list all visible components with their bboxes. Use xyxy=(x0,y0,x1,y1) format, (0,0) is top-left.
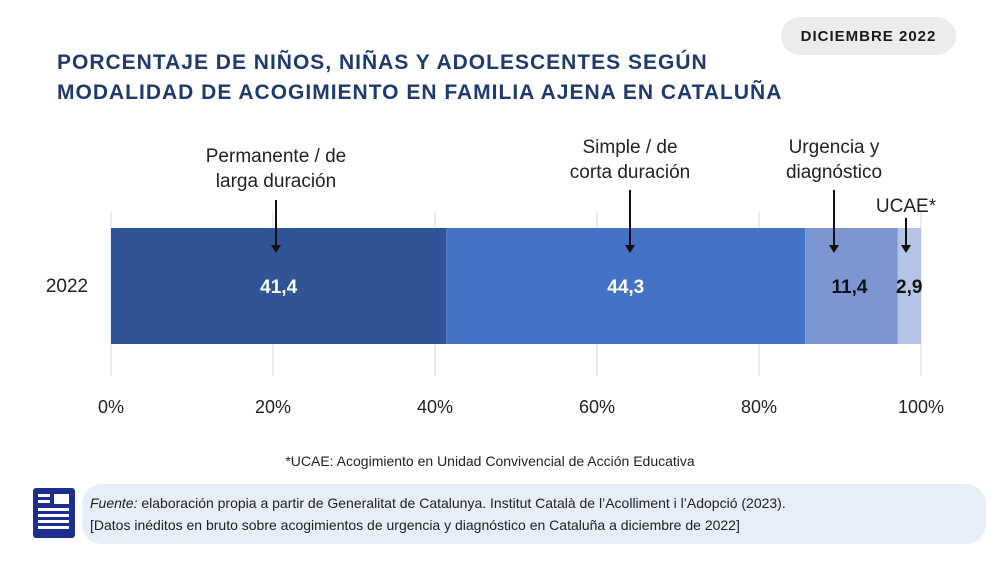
x-tick-label: 0% xyxy=(98,397,124,417)
chart-title: PORCENTAJE DE NIÑOS, NIÑAS Y ADOLESCENTE… xyxy=(57,48,857,108)
series-label-line: Permanente / de xyxy=(206,146,346,167)
x-tick-label: 40% xyxy=(417,397,453,417)
source-label: Fuente: xyxy=(90,495,138,511)
chart-title-line-1: PORCENTAJE DE NIÑOS, NIÑAS Y ADOLESCENTE… xyxy=(57,51,708,74)
bar-segment xyxy=(805,228,898,344)
series-label: Urgencia y diagnóstico xyxy=(786,137,882,183)
series-label: Simple / de corta duración xyxy=(570,137,690,183)
source-line-2: [Datos inéditos en bruto sobre acogimien… xyxy=(90,517,740,533)
series-label-line: Simple / de xyxy=(582,137,677,158)
callout-arrow-head xyxy=(271,245,281,253)
bar-segment xyxy=(446,228,806,344)
callout-arrow-head xyxy=(625,245,635,253)
series-label: UCAE* xyxy=(876,196,937,217)
data-label: 11,4 xyxy=(832,277,868,298)
callout-arrow-head xyxy=(901,245,911,253)
data-label: 44,3 xyxy=(607,277,644,298)
source-box: Fuente: elaboración propia a partir de G… xyxy=(82,484,986,544)
series-label-line: Urgencia y xyxy=(789,137,880,158)
bar-segment xyxy=(897,228,921,344)
x-tick-label: 20% xyxy=(255,397,291,417)
series-label-line: diagnóstico xyxy=(786,162,882,183)
y-category-label: 2022 xyxy=(46,276,88,297)
callout-arrow-head xyxy=(829,245,839,253)
x-tick-label: 60% xyxy=(579,397,615,417)
document-icon xyxy=(33,488,75,538)
data-label: 2,9 xyxy=(896,277,922,298)
series-label-line: UCAE* xyxy=(876,196,937,217)
chart-title-line-2: MODALIDAD DE ACOGIMIENTO EN FAMILIA AJEN… xyxy=(57,81,783,104)
source-citation: elaboración propia a partir de Generalit… xyxy=(137,495,786,511)
series-label-line: corta duración xyxy=(570,162,690,183)
source-text: Fuente: elaboración propia a partir de G… xyxy=(90,492,990,536)
stacked-bar-chart: 0% 20% 40% 60% 80% 100% 2022 41,4 Permanente / d… xyxy=(46,137,944,417)
footnote: *UCAE: Acogimiento en Unidad Convivencia… xyxy=(285,453,695,469)
series-label-line: larga duración xyxy=(216,171,336,192)
series-label: Permanente / de larga duración xyxy=(206,146,346,192)
x-tick-label: 100% xyxy=(898,397,944,417)
date-badge: DICIEMBRE 2022 xyxy=(781,17,956,55)
data-label: 41,4 xyxy=(260,277,297,298)
x-tick-label: 80% xyxy=(741,397,777,417)
source-line-1: Fuente: elaboración propia a partir de G… xyxy=(90,492,990,514)
